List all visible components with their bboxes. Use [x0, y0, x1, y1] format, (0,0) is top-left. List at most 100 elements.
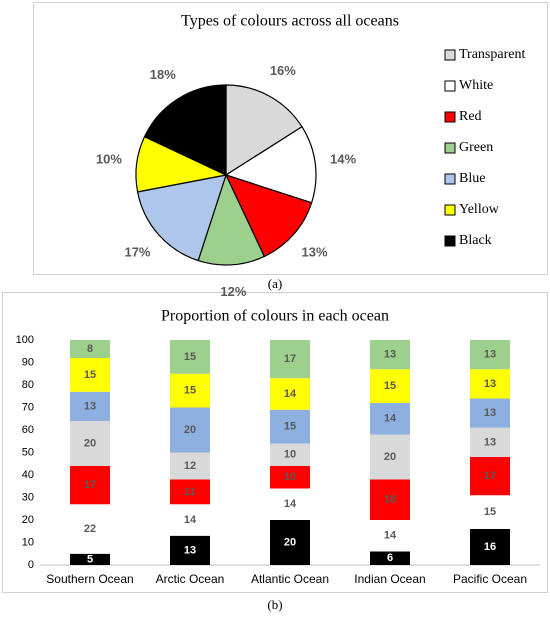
bar-segment — [370, 551, 410, 565]
data-label: 10 — [284, 449, 296, 461]
data-label: 12 — [184, 460, 196, 472]
bar-segment — [370, 340, 410, 370]
pie-slice — [143, 84, 227, 176]
data-label: 13 — [484, 378, 496, 390]
bar-segment — [470, 529, 510, 565]
bar-segment — [470, 369, 510, 399]
legend-label: Red — [459, 109, 482, 124]
data-label: 13 — [184, 544, 196, 556]
legend-label: Black — [459, 233, 492, 248]
chart-title: Types of colours across all oceans — [181, 13, 399, 30]
data-label: 20 — [384, 451, 396, 463]
data-label: 15 — [84, 369, 96, 381]
y-tick-label: 90 — [22, 356, 34, 368]
bar-segment — [70, 466, 110, 505]
bar-segment — [470, 457, 510, 496]
pie-slice — [225, 84, 303, 177]
data-label: 15 — [284, 421, 296, 433]
bar-segment — [170, 452, 210, 480]
bar-segment — [270, 520, 310, 565]
data-label: 5 — [87, 553, 93, 565]
data-label: 17 — [284, 353, 296, 365]
caption: (a) — [268, 276, 282, 291]
bar-segment — [70, 358, 110, 392]
data-label: 16 — [484, 541, 496, 553]
data-label: 20 — [84, 437, 96, 449]
caption: (b) — [267, 597, 282, 612]
data-label: 18% — [150, 67, 176, 82]
data-label: 14 — [384, 413, 397, 425]
data-label: 17% — [124, 244, 150, 259]
y-tick-label: 10 — [22, 536, 34, 548]
bar-segment — [270, 409, 310, 444]
bar-segment — [170, 407, 210, 453]
bar-segment — [470, 495, 510, 529]
y-tick-label: 30 — [22, 491, 34, 503]
x-tick-label: Southern Ocean — [46, 572, 133, 586]
data-label: 14 — [384, 530, 397, 542]
legend-label: White — [459, 78, 493, 93]
x-tick-label: Pacific Ocean — [453, 572, 527, 586]
legend-label: Blue — [459, 171, 485, 186]
data-label: 22 — [84, 523, 96, 535]
bar-segment — [170, 479, 210, 505]
bar-segment — [270, 340, 310, 379]
bar-segment — [70, 391, 110, 421]
data-label: 15 — [484, 506, 496, 518]
data-label: 15 — [184, 351, 196, 363]
data-label: 13 — [484, 436, 496, 448]
bar-segment — [370, 434, 410, 480]
legend-label: Green — [459, 140, 493, 155]
chart-title: Proportion of colours in each ocean — [161, 308, 389, 325]
bar-segment — [370, 369, 410, 403]
y-tick-label: 70 — [22, 401, 34, 413]
data-label: 10% — [96, 152, 122, 167]
bar-segment — [470, 398, 510, 428]
data-label: 14 — [184, 514, 197, 526]
legend-swatch — [444, 204, 456, 216]
y-tick-label: 40 — [22, 469, 34, 481]
data-label: 14 — [284, 498, 297, 510]
data-label: 6 — [387, 552, 393, 564]
pie-slice — [224, 174, 313, 258]
x-tick-label: Indian Ocean — [354, 572, 425, 586]
bar-segment — [70, 553, 110, 565]
bar-segment — [370, 520, 410, 552]
legend-swatch — [444, 80, 456, 92]
pie-slice — [136, 174, 227, 262]
x-tick-label: Atlantic Ocean — [251, 572, 329, 586]
bar-segment — [370, 403, 410, 435]
legend-label: Yellow — [459, 202, 500, 217]
legend-swatch — [444, 49, 456, 61]
data-label: 13 — [384, 349, 396, 361]
bar-segment — [370, 479, 410, 520]
legend-label: Transparent — [459, 47, 525, 62]
data-label: 17 — [484, 470, 496, 482]
bar-segment — [270, 488, 310, 520]
y-tick-label: 80 — [22, 379, 34, 391]
data-label: 17 — [84, 479, 96, 491]
data-label: 13% — [301, 244, 327, 259]
legend-swatch — [444, 173, 456, 185]
data-label: 13 — [484, 407, 496, 419]
legend-swatch — [444, 142, 456, 154]
bar-segment — [70, 340, 110, 358]
data-label: 20 — [184, 424, 196, 436]
data-label: 15 — [384, 380, 396, 392]
pie-slice — [224, 125, 317, 204]
x-tick-label: Arctic Ocean — [156, 572, 225, 586]
y-tick-label: 60 — [22, 424, 34, 436]
legend-swatch — [444, 235, 456, 247]
data-label: 14% — [330, 152, 356, 167]
data-label: 13 — [484, 349, 496, 361]
data-label: 18 — [384, 494, 396, 506]
data-label: 13 — [84, 400, 96, 412]
data-label: 10 — [284, 471, 296, 483]
data-label: 12% — [220, 284, 246, 299]
bar-segment — [470, 340, 510, 370]
y-tick-label: 50 — [22, 446, 34, 458]
bar-segment — [170, 535, 210, 565]
bar-segment — [470, 427, 510, 457]
